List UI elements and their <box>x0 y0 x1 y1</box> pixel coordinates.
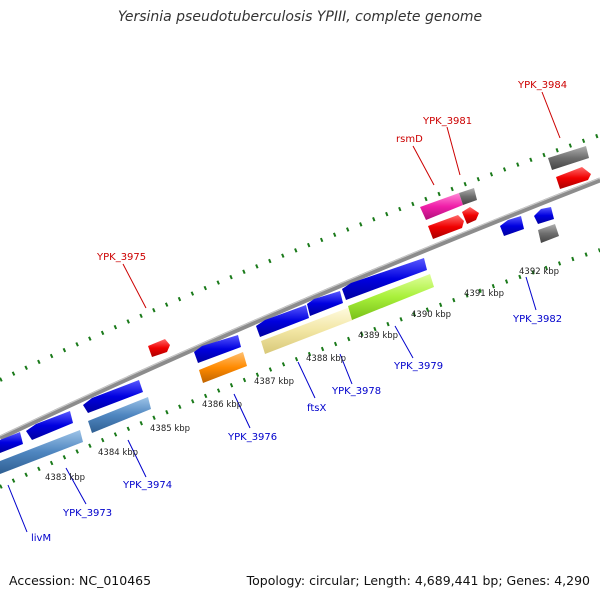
inner-tick-track <box>0 248 600 489</box>
gene-label[interactable]: YPK_3974 <box>122 480 172 491</box>
gene-arrow[interactable] <box>534 207 554 224</box>
gene-label[interactable]: YPK_3984 <box>517 80 567 91</box>
gene-arrow[interactable] <box>348 274 434 320</box>
kbp-label: 4387 kbp <box>254 377 294 387</box>
gene-arrow[interactable] <box>194 335 241 363</box>
gene-arrow[interactable] <box>462 207 479 224</box>
kbp-label: 4390 kbp <box>411 310 451 320</box>
kbp-label: 4383 kbp <box>45 473 85 483</box>
kbp-label: 4389 kbp <box>358 331 398 341</box>
forward-gene-labels: YPK_3975 rsmD YPK_3981 YPK_3984 <box>96 80 567 263</box>
kbp-label: 4384 kbp <box>98 448 138 458</box>
kbp-label: 4388 kbp <box>306 354 346 364</box>
forward-genes <box>148 146 591 357</box>
gene-arrow[interactable] <box>342 258 427 300</box>
gene-arrow[interactable] <box>538 224 559 243</box>
kbp-label: 4385 kbp <box>150 424 190 434</box>
gene-label[interactable]: YPK_3975 <box>96 252 146 263</box>
genome-backbone <box>0 177 600 441</box>
gene-label[interactable]: YPK_3981 <box>422 116 472 127</box>
reverse-gene-labels: livM YPK_3973 YPK_3974 YPK_3976 ftsX YPK… <box>31 314 562 544</box>
accession-text: Accession: NC_010465 <box>9 573 152 588</box>
kbp-labels: 4383 kbp 4384 kbp 4385 kbp 4386 kbp 4387… <box>45 267 559 483</box>
outer-tick-track <box>0 133 600 382</box>
forward-leaders <box>122 91 561 309</box>
gene-arrow[interactable] <box>500 216 524 236</box>
gene-label[interactable]: YPK_3978 <box>331 386 381 397</box>
gene-arrow[interactable] <box>428 215 464 239</box>
map-title: Yersinia pseudotuberculosis YPIII, compl… <box>117 9 483 25</box>
gene-arrow[interactable] <box>307 291 343 316</box>
summary-text: Topology: circular; Length: 4,689,441 bp… <box>246 573 590 588</box>
reverse-genes <box>0 207 559 474</box>
gene-arrow[interactable] <box>88 397 151 433</box>
reverse-leaders <box>7 276 537 533</box>
gene-arrow[interactable] <box>256 305 309 337</box>
gene-arrow[interactable] <box>261 307 353 354</box>
gene-arrow[interactable] <box>83 380 143 413</box>
gene-arrow[interactable] <box>556 167 591 189</box>
gene-label[interactable]: rsmD <box>396 134 423 145</box>
gene-arrow[interactable] <box>420 193 463 220</box>
gene-label[interactable]: YPK_3982 <box>512 314 562 325</box>
kbp-label: 4392 kbp <box>519 267 559 277</box>
gene-arrow[interactable] <box>199 352 247 383</box>
gene-label[interactable]: livM <box>31 533 51 544</box>
gene-arrow[interactable] <box>26 411 73 440</box>
gene-label[interactable]: YPK_3973 <box>62 508 112 519</box>
kbp-label: 4391 kbp <box>464 289 504 299</box>
gene-label[interactable]: ftsX <box>307 403 326 414</box>
gene-label[interactable]: YPK_3979 <box>393 361 443 372</box>
gene-arrow[interactable] <box>459 188 477 205</box>
gene-arrow[interactable] <box>0 432 23 453</box>
gene-label[interactable]: YPK_3976 <box>227 432 277 443</box>
gene-arrow[interactable] <box>548 146 589 170</box>
gene-arrow[interactable] <box>148 339 170 357</box>
kbp-label: 4386 kbp <box>202 400 242 410</box>
gene-arrow[interactable] <box>0 430 83 474</box>
